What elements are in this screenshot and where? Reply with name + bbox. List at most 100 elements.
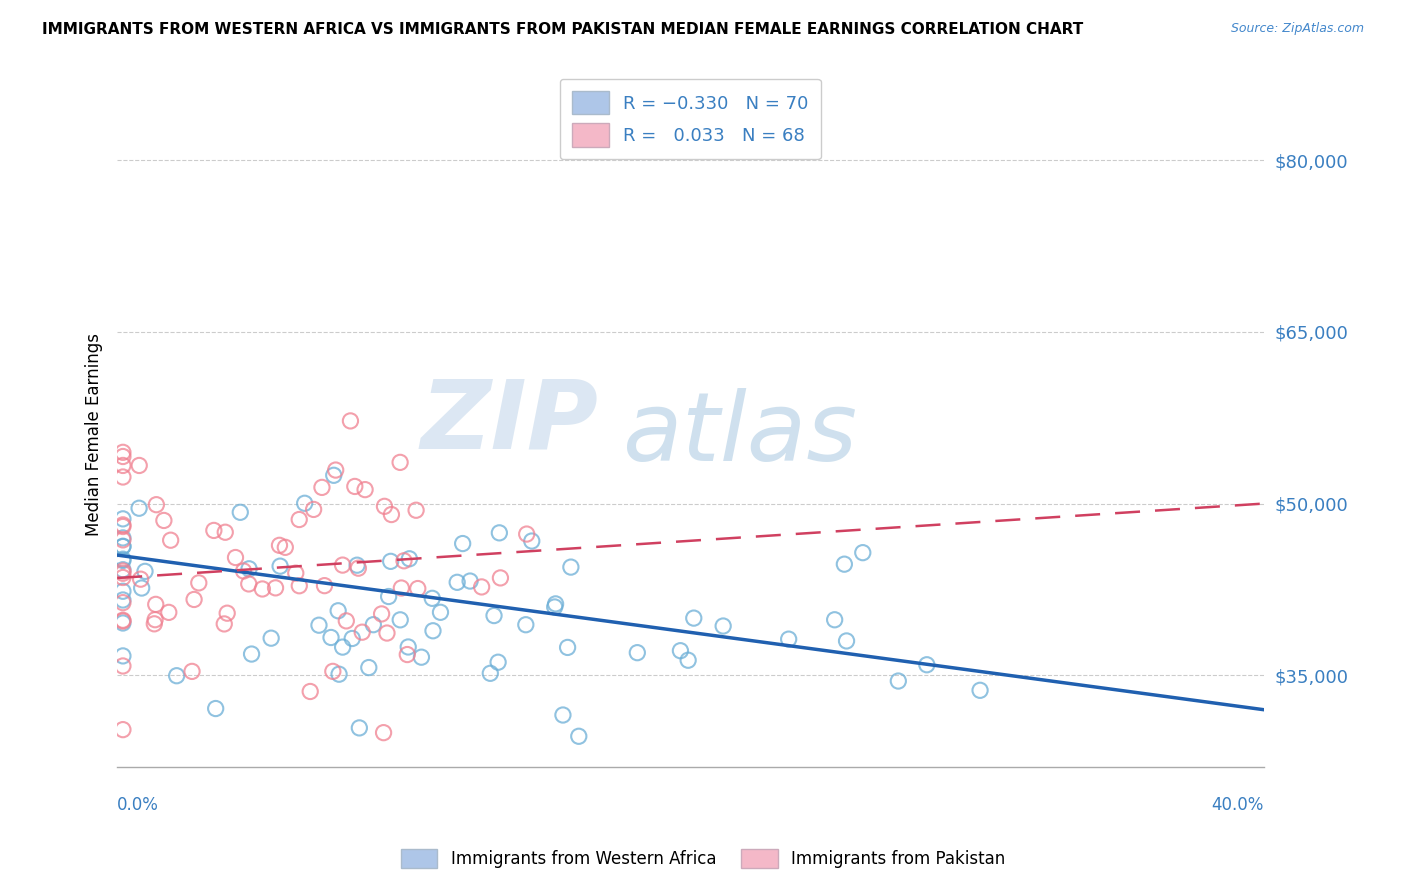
Point xyxy=(342,632,364,646)
Point xyxy=(328,667,350,681)
Point xyxy=(181,665,204,679)
Point xyxy=(406,582,429,596)
Point xyxy=(143,613,166,627)
Point xyxy=(377,590,399,604)
Point xyxy=(111,512,134,526)
Point xyxy=(451,536,474,550)
Point xyxy=(111,519,134,533)
Point xyxy=(411,650,433,665)
Point xyxy=(111,613,134,627)
Point xyxy=(143,616,166,631)
Point xyxy=(284,566,307,581)
Point xyxy=(264,581,287,595)
Point xyxy=(238,562,260,576)
Point xyxy=(834,557,856,571)
Point xyxy=(325,463,347,477)
Point xyxy=(111,470,134,484)
Point xyxy=(322,468,344,483)
Point xyxy=(204,701,226,715)
Point xyxy=(471,580,494,594)
Point xyxy=(111,564,134,578)
Point xyxy=(389,581,412,595)
Point xyxy=(389,455,412,469)
Text: 0.0%: 0.0% xyxy=(117,796,159,814)
Point xyxy=(129,572,152,586)
Point xyxy=(111,533,134,547)
Point xyxy=(516,527,538,541)
Point xyxy=(159,533,181,548)
Point xyxy=(157,606,180,620)
Point xyxy=(551,708,574,723)
Y-axis label: Median Female Earnings: Median Female Earnings xyxy=(86,334,103,536)
Point xyxy=(778,632,800,647)
Point xyxy=(183,592,205,607)
Point xyxy=(288,579,311,593)
Point xyxy=(346,558,368,573)
Point xyxy=(260,631,283,645)
Point xyxy=(111,648,134,663)
Point xyxy=(375,626,398,640)
Point xyxy=(626,646,648,660)
Point xyxy=(682,611,704,625)
Point xyxy=(240,647,263,661)
Point xyxy=(314,579,336,593)
Point xyxy=(373,500,395,514)
Point xyxy=(486,655,509,669)
Point xyxy=(111,566,134,581)
Text: Source: ZipAtlas.com: Source: ZipAtlas.com xyxy=(1230,22,1364,36)
Point xyxy=(489,571,512,585)
Legend: R = −0.330   N = 70, R =   0.033   N = 68: R = −0.330 N = 70, R = 0.033 N = 68 xyxy=(560,78,821,160)
Point xyxy=(398,551,420,566)
Point xyxy=(363,617,385,632)
Point xyxy=(111,723,134,737)
Point xyxy=(319,631,342,645)
Point xyxy=(166,669,188,683)
Point xyxy=(269,559,291,574)
Point xyxy=(479,666,502,681)
Point xyxy=(458,574,481,588)
Point xyxy=(482,608,505,623)
Point xyxy=(347,561,370,575)
Point xyxy=(111,552,134,566)
Point xyxy=(145,498,167,512)
Point xyxy=(111,614,134,628)
Point xyxy=(252,582,274,596)
Point xyxy=(111,615,134,630)
Point xyxy=(669,643,692,657)
Point xyxy=(380,508,402,522)
Point xyxy=(544,597,567,611)
Point xyxy=(405,503,427,517)
Point xyxy=(322,665,344,679)
Point xyxy=(389,613,412,627)
Point xyxy=(153,513,176,527)
Point xyxy=(274,541,297,555)
Point xyxy=(328,604,350,618)
Point xyxy=(232,564,254,578)
Text: atlas: atlas xyxy=(621,388,856,482)
Point xyxy=(238,577,260,591)
Point xyxy=(288,512,311,526)
Point xyxy=(311,480,333,494)
Point xyxy=(520,534,543,549)
Point xyxy=(299,684,322,698)
Point xyxy=(212,616,235,631)
Point xyxy=(380,554,402,568)
Point xyxy=(352,625,374,640)
Point xyxy=(111,584,134,599)
Point xyxy=(568,729,591,743)
Point xyxy=(915,657,938,672)
Point xyxy=(111,531,134,545)
Point xyxy=(332,558,354,573)
Point xyxy=(224,550,246,565)
Text: IMMIGRANTS FROM WESTERN AFRICA VS IMMIGRANTS FROM PAKISTAN MEDIAN FEMALE EARNING: IMMIGRANTS FROM WESTERN AFRICA VS IMMIGR… xyxy=(42,22,1084,37)
Point xyxy=(111,659,134,673)
Point xyxy=(349,721,371,735)
Point xyxy=(422,624,444,638)
Point xyxy=(488,525,510,540)
Point xyxy=(887,673,910,688)
Point xyxy=(676,653,699,667)
Point xyxy=(515,617,537,632)
Point xyxy=(343,479,366,493)
Point xyxy=(111,445,134,459)
Point xyxy=(429,605,451,619)
